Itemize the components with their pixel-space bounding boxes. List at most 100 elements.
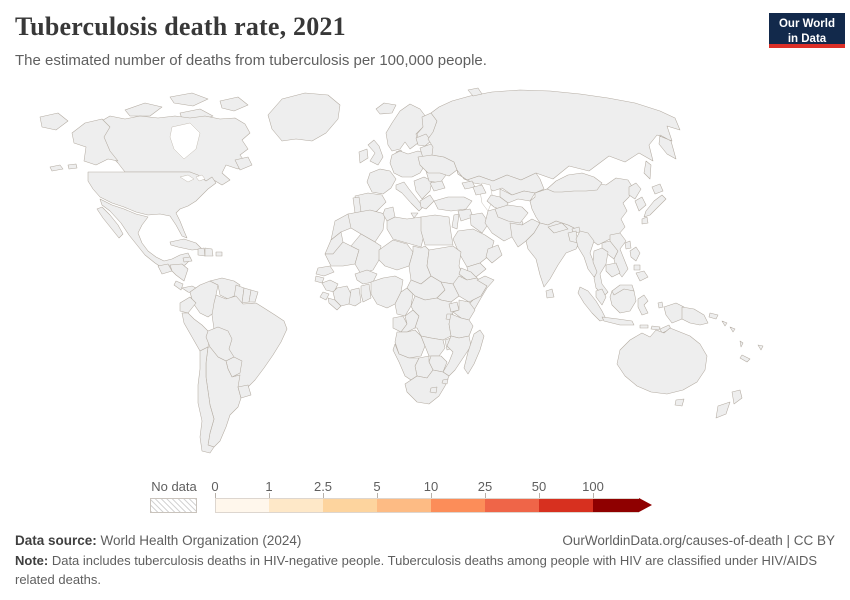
- country-iraq[interactable]: [469, 212, 490, 234]
- legend-bin-2.5-5[interactable]: [323, 498, 377, 513]
- legend-bin-5-10[interactable]: [377, 498, 431, 513]
- country-sierra-leone[interactable]: [319, 291, 330, 301]
- country-mozambique[interactable]: [442, 335, 472, 377]
- country-indonesia-lesser-sunda[interactable]: [639, 324, 661, 331]
- country-jordan-israel[interactable]: [451, 213, 460, 230]
- country-new-caledonia[interactable]: [739, 354, 751, 363]
- country-lesotho[interactable]: [429, 386, 438, 394]
- country-malaysia-peninsula[interactable]: [595, 288, 607, 306]
- country-cuba[interactable]: [169, 238, 203, 251]
- country-eswatini[interactable]: [441, 378, 449, 385]
- country-togo-benin[interactable]: [360, 283, 372, 303]
- country-mexico[interactable]: [96, 198, 192, 268]
- country-indonesia-sulawesi[interactable]: [637, 294, 649, 316]
- country-vietnam[interactable]: [609, 232, 629, 278]
- country-italy[interactable]: [395, 181, 424, 219]
- country-russia[interactable]: [427, 89, 681, 182]
- country-south-korea[interactable]: [634, 196, 647, 212]
- country-thailand[interactable]: [592, 247, 609, 297]
- country-iceland[interactable]: [375, 102, 397, 115]
- country-senegal[interactable]: [315, 265, 335, 277]
- country-bulgaria[interactable]: [429, 180, 446, 192]
- country-solomon-islands[interactable]: [721, 320, 736, 333]
- country-guinea-bissau[interactable]: [314, 275, 325, 284]
- legend-tick-label-0: 0: [211, 479, 219, 494]
- country-vanuatu[interactable]: [739, 340, 744, 348]
- legend-no-data-swatch[interactable]: [150, 498, 197, 513]
- country-central-europe[interactable]: [389, 150, 428, 178]
- country-honduras-nicaragua[interactable]: [169, 263, 189, 282]
- country-sri-lanka[interactable]: [545, 288, 555, 299]
- country-guinea[interactable]: [321, 279, 339, 293]
- owid-logo-redbar: [769, 44, 845, 48]
- country-costa-rica[interactable]: [173, 280, 184, 291]
- country-mali[interactable]: [350, 233, 382, 275]
- legend-bin-0-1[interactable]: [215, 498, 269, 513]
- country-russia-east-tip[interactable]: [39, 112, 69, 131]
- country-cameroon[interactable]: [394, 287, 414, 317]
- country-dominican-republic[interactable]: [204, 247, 214, 257]
- country-united-kingdom[interactable]: [367, 139, 384, 166]
- country-canada-newfoundland[interactable]: [234, 156, 253, 171]
- country-turkey[interactable]: [433, 196, 473, 212]
- country-balkans[interactable]: [413, 176, 433, 200]
- country-cambodia[interactable]: [605, 262, 621, 278]
- country-indonesia-sumatra[interactable]: [577, 286, 607, 322]
- country-niger[interactable]: [378, 239, 414, 271]
- country-svalbard[interactable]: [467, 87, 483, 97]
- country-french-guiana[interactable]: [248, 289, 259, 303]
- country-ghana[interactable]: [348, 287, 362, 307]
- country-chile[interactable]: [197, 346, 215, 454]
- country-indonesia-java[interactable]: [601, 316, 635, 326]
- country-australia[interactable]: [616, 327, 708, 395]
- legend-bin-1-2.5[interactable]: [269, 498, 323, 513]
- country-png-new-britain[interactable]: [708, 312, 719, 320]
- country-madagascar[interactable]: [463, 329, 485, 375]
- owid-logo[interactable]: Our World in Data: [769, 13, 845, 48]
- legend-bin-25-50[interactable]: [485, 498, 539, 513]
- country-ivory-coast[interactable]: [332, 285, 352, 307]
- country-liberia[interactable]: [327, 297, 342, 311]
- country-taiwan[interactable]: [624, 240, 632, 250]
- country-baltic-states[interactable]: [415, 133, 432, 147]
- country-zambia[interactable]: [420, 335, 446, 357]
- country-mongolia[interactable]: [546, 172, 603, 193]
- country-afghanistan[interactable]: [494, 204, 529, 224]
- country-greenland[interactable]: [267, 92, 341, 142]
- country-usa[interactable]: [87, 171, 217, 239]
- country-south-africa[interactable]: [404, 369, 450, 405]
- country-malaysia-borneo[interactable]: [611, 284, 635, 296]
- legend-bin-50-100[interactable]: [539, 498, 593, 513]
- country-angola[interactable]: [394, 329, 426, 359]
- country-fiji[interactable]: [757, 344, 764, 351]
- country-ecuador[interactable]: [179, 296, 197, 314]
- country-saudi-arabia[interactable]: [452, 228, 495, 268]
- country-azerbaijan[interactable]: [472, 184, 487, 196]
- country-jamaica[interactable]: [182, 256, 193, 263]
- country-australia-tasmania[interactable]: [674, 398, 685, 407]
- legend-bin-10-25[interactable]: [431, 498, 485, 513]
- country-uruguay[interactable]: [237, 384, 252, 399]
- country-haiti[interactable]: [197, 247, 206, 257]
- country-papua-new-guinea[interactable]: [681, 306, 709, 326]
- country-north-korea[interactable]: [628, 182, 642, 200]
- country-nepal[interactable]: [547, 222, 569, 234]
- country-puerto-rico[interactable]: [215, 251, 223, 257]
- country-new-zealand-south[interactable]: [715, 401, 731, 419]
- country-usa-alaska[interactable]: [49, 118, 119, 172]
- legend-bin-100+[interactable]: [593, 498, 639, 513]
- country-japan[interactable]: [641, 183, 667, 225]
- country-canada-arctic[interactable]: [124, 92, 249, 123]
- country-ireland[interactable]: [358, 148, 369, 164]
- country-egypt[interactable]: [420, 214, 454, 246]
- country-new-zealand-north[interactable]: [731, 389, 743, 405]
- country-philippines[interactable]: [629, 246, 649, 282]
- country-france[interactable]: [366, 168, 397, 195]
- country-greece[interactable]: [419, 194, 435, 210]
- country-indonesia-papua[interactable]: [663, 302, 685, 324]
- legend-tick-label-1: 1: [265, 479, 273, 494]
- country-algeria[interactable]: [347, 209, 386, 243]
- country-peru[interactable]: [181, 312, 211, 352]
- owid-url-link[interactable]: OurWorldinData.org/causes-of-death: [562, 533, 783, 548]
- country-oman[interactable]: [485, 244, 503, 264]
